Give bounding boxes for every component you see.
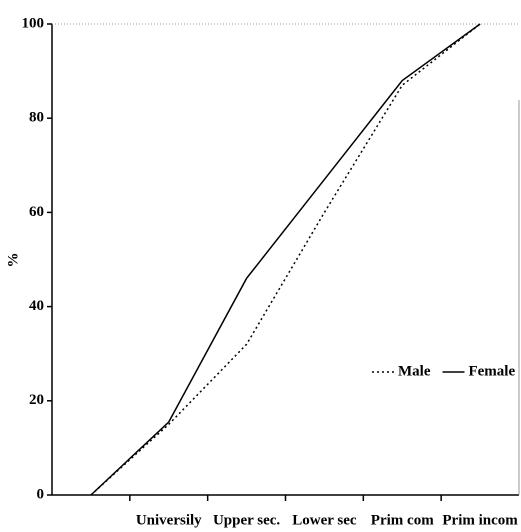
series-line bbox=[90, 23, 481, 496]
x-tick-label: Lower sec bbox=[292, 512, 357, 528]
y-tick-label: 80 bbox=[29, 110, 44, 126]
x-tick-label: Prim incom bbox=[442, 512, 518, 528]
series-line bbox=[90, 23, 481, 496]
y-tick-label: 60 bbox=[29, 204, 44, 220]
x-tick-label: Universily bbox=[136, 512, 202, 528]
legend-label: Female bbox=[468, 363, 515, 379]
y-axis-label: % bbox=[5, 253, 21, 268]
y-tick-label: 40 bbox=[29, 298, 44, 314]
y-tick-label: 0 bbox=[37, 486, 45, 502]
x-tick-label: Prim com bbox=[371, 512, 434, 528]
legend-label: Male bbox=[398, 363, 431, 379]
y-tick-label: 20 bbox=[29, 392, 44, 408]
y-tick-label: 100 bbox=[22, 15, 45, 31]
x-tick-label: Upper sec. bbox=[213, 512, 280, 528]
